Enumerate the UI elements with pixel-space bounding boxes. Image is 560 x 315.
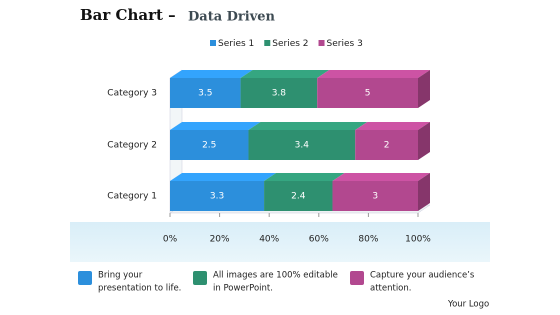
- legend-swatch: [264, 40, 271, 46]
- bar-top: [170, 70, 253, 78]
- footer-text: Bring your: [98, 271, 143, 281]
- value-label: 3.5: [198, 89, 212, 99]
- value-label: 3: [372, 192, 378, 202]
- bar: [332, 181, 418, 211]
- value-label: 2: [384, 141, 390, 151]
- bar: [240, 78, 318, 108]
- bar: [355, 130, 418, 160]
- chart-subtitle: Data Driven: [188, 10, 276, 25]
- x-tick-label: 60%: [309, 235, 329, 245]
- value-label: 2.4: [291, 192, 306, 202]
- bar-top: [264, 173, 345, 181]
- bar-top: [240, 70, 330, 78]
- bar-side: [418, 122, 430, 160]
- x-tick-label: 80%: [358, 235, 378, 245]
- bar-top: [248, 122, 368, 130]
- x-tick-label: 40%: [259, 235, 279, 245]
- x-tick-label: 0%: [163, 235, 178, 245]
- y-tick-label: Category 3: [107, 89, 157, 99]
- bar: [248, 130, 356, 160]
- x-tick-label: 100%: [405, 235, 431, 245]
- value-label: 2.5: [202, 141, 216, 151]
- bar-top: [170, 173, 277, 181]
- bar: [170, 78, 241, 108]
- chart-title: Bar Chart –: [80, 6, 176, 24]
- legend-swatch: [318, 40, 325, 46]
- y-tick-label: Category 1: [107, 192, 157, 202]
- bar: [170, 181, 265, 211]
- value-label: 5: [365, 89, 371, 99]
- footer-icon: [78, 271, 92, 285]
- x-tick-label: 20%: [210, 235, 230, 245]
- footer-text: in PowerPoint.: [213, 284, 273, 294]
- bar: [170, 130, 249, 160]
- bar-top: [170, 122, 261, 130]
- bar-top: [332, 173, 430, 181]
- footer-text: attention.: [370, 284, 411, 294]
- footer-icon: [193, 271, 207, 285]
- axis-band: [70, 222, 490, 262]
- value-label: 3.3: [210, 192, 224, 202]
- footer-text: Capture your audience’s: [370, 271, 475, 281]
- bar-top: [317, 70, 430, 78]
- legend-label: Series 1: [218, 39, 254, 49]
- footer-icon: [350, 271, 364, 285]
- value-label: 3.8: [272, 89, 287, 99]
- bar: [317, 78, 418, 108]
- bar-side: [418, 173, 430, 211]
- legend-label: Series 3: [327, 39, 363, 49]
- value-label: 3.4: [295, 141, 310, 151]
- bar-top: [355, 122, 430, 130]
- legend-swatch: [210, 40, 216, 46]
- footer-text: presentation to life.: [98, 284, 181, 294]
- bar-side: [418, 70, 430, 108]
- bar: [264, 181, 333, 211]
- footer-text: All images are 100% editable: [213, 271, 338, 281]
- legend-label: Series 2: [272, 39, 308, 49]
- y-tick-label: Category 2: [107, 141, 157, 151]
- logo: Your Logo: [447, 300, 489, 310]
